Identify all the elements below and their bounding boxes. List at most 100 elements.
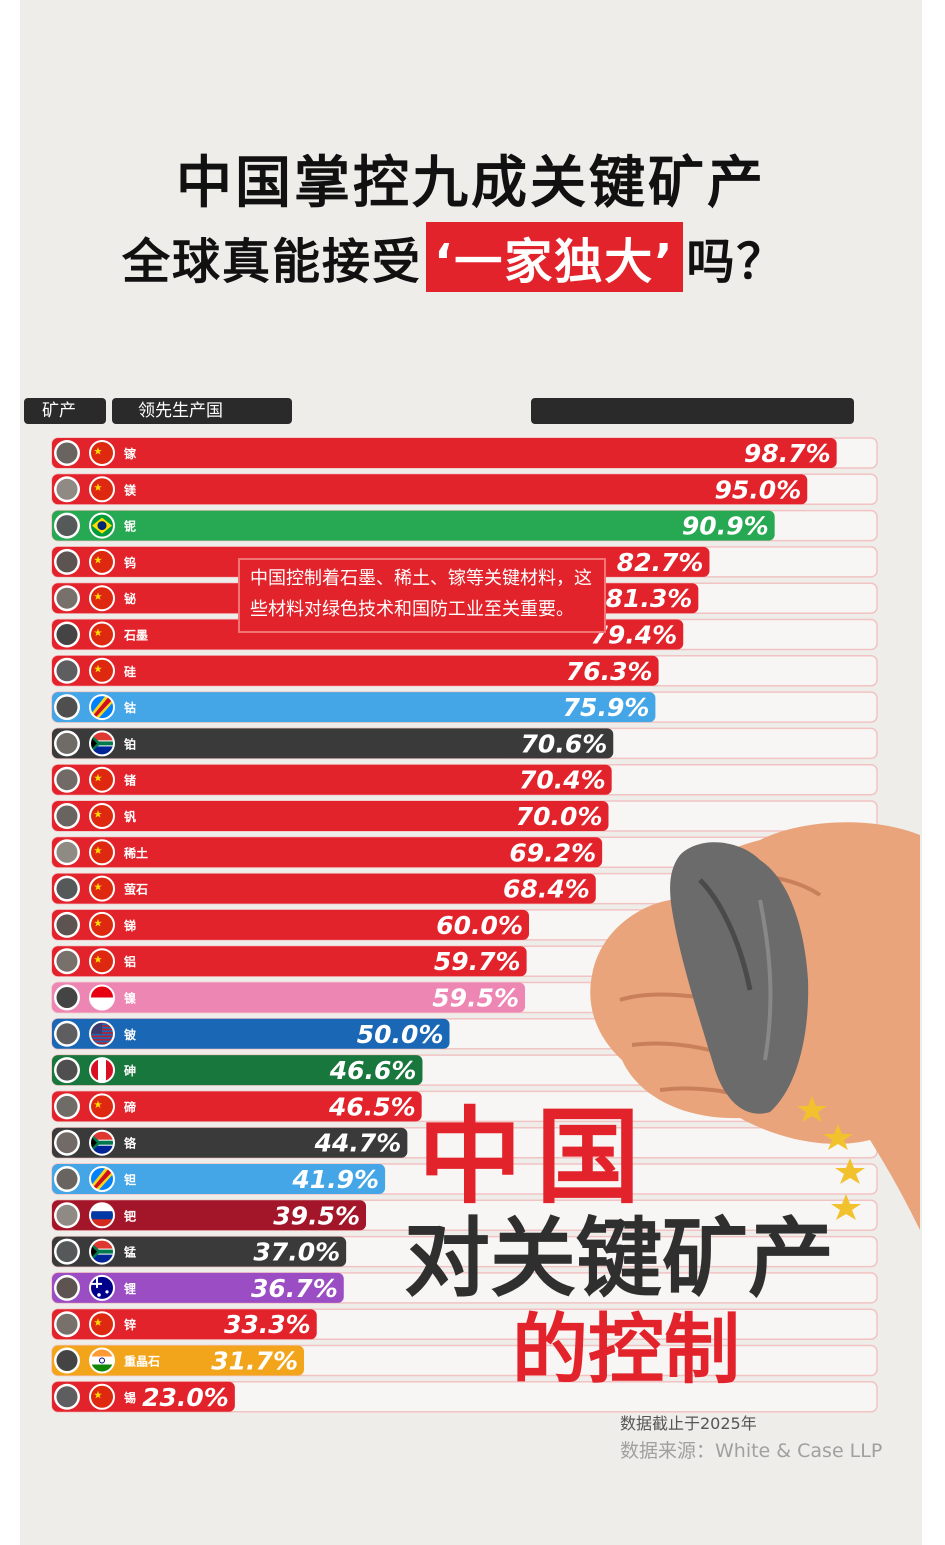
bar-row-26: 重晶石 31.7% (51, 1344, 878, 1377)
footer-date-note: 数据截止于2025年 (620, 1414, 757, 1433)
mineral-rock-icon (54, 548, 80, 575)
bar-row-10: 锗 70.4% (51, 763, 878, 796)
mineral-label: 萤石 (124, 882, 148, 897)
mineral-label: 铝 (124, 954, 136, 969)
bar-铝 (52, 946, 527, 977)
indonesia-flag (89, 984, 115, 1011)
value-label: 41.9% (291, 1165, 379, 1194)
bar-钽 (52, 1164, 386, 1194)
mineral-label: 铬 (124, 1136, 137, 1151)
china-flag (89, 548, 115, 575)
mineral-rock-icon (54, 875, 80, 902)
mineral-label: 锑 (123, 918, 136, 933)
mineral-rock-icon (54, 585, 80, 612)
mineral-rock-icon (54, 1383, 80, 1410)
value-label: 90.9% (682, 512, 769, 541)
mineral-rock-icon (54, 1238, 80, 1265)
bar-row-2: 镁 95.0% (51, 473, 878, 506)
mineral-rock-icon (54, 948, 80, 975)
value-label: 23.0% (142, 1383, 229, 1412)
value-label: 69.2% (509, 838, 596, 867)
mineral-rock-icon (54, 1202, 80, 1229)
mineral-rock-icon (54, 1020, 80, 1047)
mineral-rock-icon (54, 440, 80, 466)
value-label: 70.6% (521, 729, 608, 758)
china-flag (89, 1311, 115, 1338)
mineral-label: 锰 (124, 1245, 136, 1260)
mineral-label: 镓 (124, 446, 137, 461)
china-flag (89, 440, 115, 466)
mineral-rock-icon (54, 694, 80, 721)
bar-稀土 (52, 837, 603, 868)
bar-row-3: 铌 90.9% (51, 509, 878, 542)
mineral-label: 钨 (124, 555, 136, 570)
mineral-label: 石墨 (123, 629, 148, 643)
peru-flag (89, 1057, 115, 1084)
overlay-title-3: 的控制 (512, 1305, 740, 1394)
bar-钯 (52, 1200, 367, 1231)
bar-row-23: 锰 37.0% (51, 1235, 878, 1268)
mineral-rock-icon (54, 1274, 80, 1301)
value-label: 59.7% (434, 947, 521, 976)
value-label: 31.7% (211, 1347, 298, 1376)
bar-硅 (52, 655, 659, 686)
mineral-label: 碲 (124, 1099, 136, 1114)
mineral-rock-icon (54, 512, 80, 539)
mineral-label: 钒 (124, 809, 136, 824)
bar-镍 (52, 982, 526, 1013)
mineral-rock-icon (54, 1166, 80, 1192)
value-label: 76.3% (566, 657, 653, 686)
mineral-label: 铌 (124, 519, 136, 534)
value-label: 50.0% (357, 1020, 444, 1049)
mineral-label: 铋 (124, 591, 136, 606)
south-africa-flag (89, 1129, 115, 1156)
mineral-label: 重晶石 (124, 1354, 160, 1369)
bar-row-22: 钯 39.5% (51, 1199, 878, 1232)
value-label: 59.5% (432, 984, 519, 1013)
title-line-2: 全球真能接受 ‘一家独大’ 吗？ (122, 222, 787, 292)
value-label: 46.5% (328, 1092, 416, 1121)
mineral-rock-icon (54, 657, 80, 684)
value-label: 70.4% (519, 766, 606, 795)
china-flag (89, 476, 115, 503)
annotation-note: 中国控制着石墨、稀土、镓等关键材料，这些材料对绿色技术和国防工业至关重要。 (238, 558, 606, 633)
bar-锑 (52, 909, 529, 940)
mineral-rock-icon (54, 730, 80, 757)
title-highlight: ‘一家独大’ (426, 222, 683, 292)
china-flag (89, 1093, 115, 1120)
value-label: 95.0% (715, 475, 802, 504)
mineral-label: 锗 (124, 773, 136, 788)
mineral-rock-icon (54, 984, 80, 1011)
china-flag (89, 911, 115, 938)
mineral-label: 钽 (124, 1172, 136, 1187)
bar-row-11: 钒 70.0% (51, 800, 878, 832)
header-share (531, 398, 854, 424)
china-flag (89, 875, 115, 902)
mineral-label: 锂 (124, 1281, 136, 1296)
mineral-label: 硅 (124, 664, 136, 679)
overlay-title-1: 中国 (418, 1096, 655, 1218)
mineral-label: 铂 (124, 736, 136, 751)
value-label: 39.5% (273, 1201, 360, 1230)
mineral-rock-icon (54, 839, 80, 866)
bar-铂 (52, 728, 614, 759)
usa-flag (89, 1020, 115, 1047)
bar-row-12: 稀土 69.2% (51, 836, 878, 869)
bar-碲 (52, 1091, 422, 1122)
overlay-title-2: 对关键矿产 (404, 1209, 834, 1309)
bar-锂 (52, 1272, 344, 1303)
bar-铍 (52, 1018, 450, 1049)
india-flag (89, 1347, 115, 1374)
star-icons (797, 1096, 865, 1220)
mineral-rock-icon (54, 1093, 80, 1120)
china-flag (89, 621, 115, 648)
bar-锗 (52, 764, 612, 795)
bar-砷 (52, 1055, 423, 1086)
value-label: 36.7% (251, 1274, 338, 1303)
mineral-rock-icon (54, 1057, 80, 1084)
bar-row-21: 钽 41.9% (51, 1163, 878, 1195)
title-line-2-pre: 全球真能接受 (122, 234, 423, 290)
bar-重晶石 (52, 1345, 305, 1376)
mineral-rock-icon (54, 476, 80, 503)
